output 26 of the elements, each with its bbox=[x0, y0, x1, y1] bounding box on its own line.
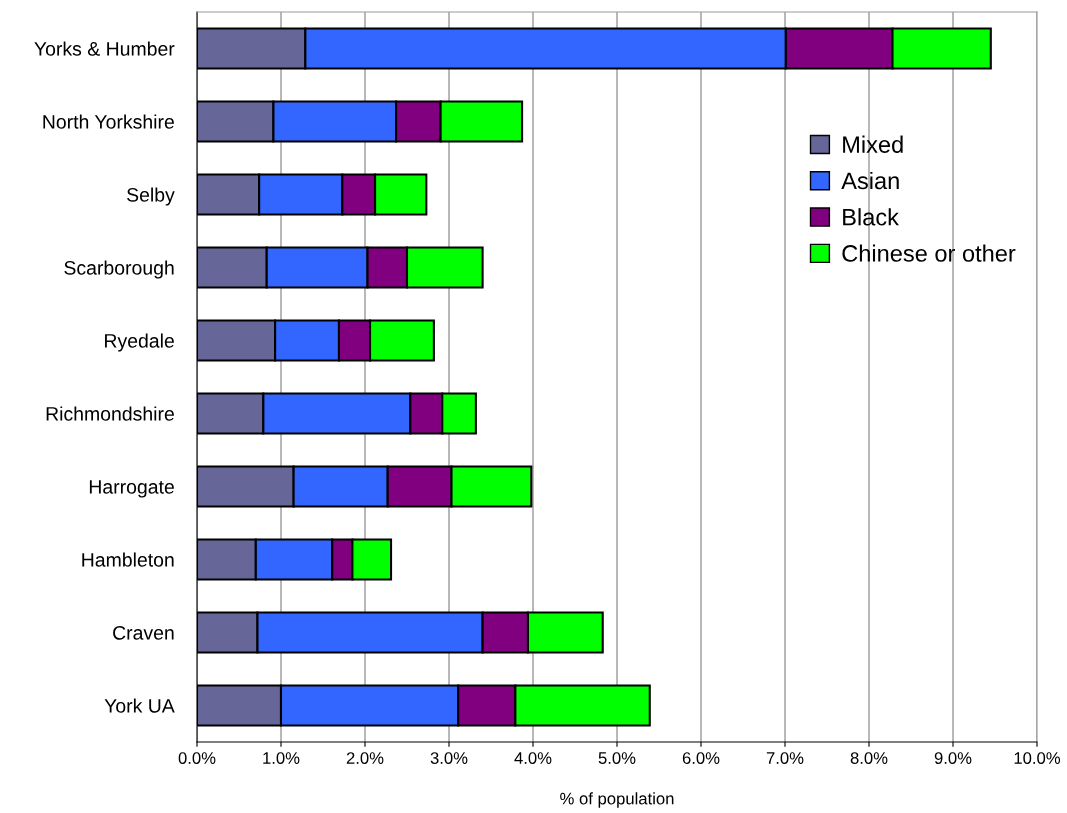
y-tick-label: Hambleton bbox=[82, 552, 174, 567]
x-tick-label: 4.0% bbox=[514, 752, 552, 764]
y-tick-label: Harrogate bbox=[89, 480, 174, 498]
legend-label: Asian bbox=[841, 171, 899, 190]
legend-label: Black bbox=[843, 208, 899, 226]
x-tick-label: 6.0% bbox=[682, 752, 720, 764]
x-tick-label: 5.0% bbox=[598, 752, 636, 764]
y-tick-label: Scarborough bbox=[64, 260, 174, 279]
x-tick-label: 3.0% bbox=[430, 752, 468, 764]
x-tick-label: 9.0% bbox=[934, 752, 972, 764]
y-tick-label: Craven bbox=[113, 625, 174, 640]
x-axis-title: % of population bbox=[560, 792, 674, 808]
x-tick-label: 7.0% bbox=[766, 752, 804, 764]
y-tick-label: Selby bbox=[127, 187, 175, 206]
x-tick-label: 2.0% bbox=[346, 752, 384, 764]
y-tick-label: Richmondshire bbox=[46, 406, 174, 421]
y-tick-label: Ryedale bbox=[105, 333, 174, 352]
x-tick-label: 1.0% bbox=[263, 752, 300, 764]
y-tick-label: York UA bbox=[104, 698, 175, 713]
x-tick-label: 10.0% bbox=[1014, 752, 1061, 764]
x-tick-label: 0.0% bbox=[178, 752, 216, 764]
legend-label: Chinese or other bbox=[842, 244, 1016, 262]
legend-label: Mixed bbox=[843, 135, 903, 153]
y-tick-label: Yorks & Humber bbox=[34, 41, 175, 56]
y-tick-label: North Yorkshire bbox=[43, 114, 174, 129]
x-tick-label: 8.0% bbox=[850, 752, 888, 764]
